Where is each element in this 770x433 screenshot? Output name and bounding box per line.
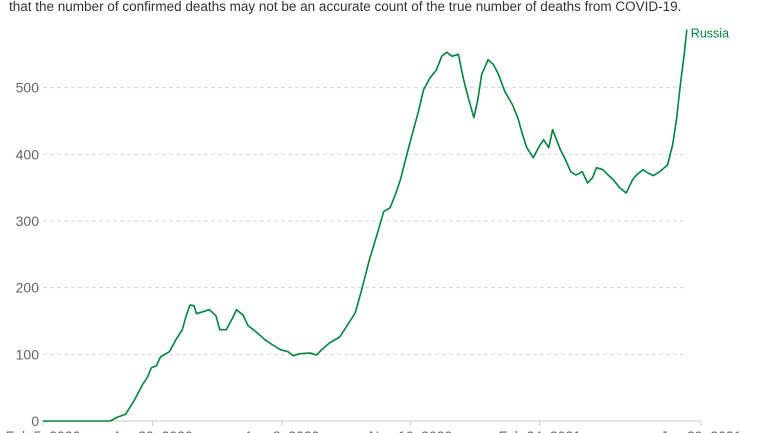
x-tick-label: Feb 5, 2020 [6,428,81,433]
x-tick-label: Jun 29, 2021 [661,428,742,433]
x-tick-label: Aug 8, 2020 [244,428,320,433]
x-axis: Feb 5, 2020 Apr 30, 2020 Aug 8, 2020 Nov 16… [6,420,742,433]
y-axis: 0 100 200 300 400 500 [16,80,40,429]
chart-note: that the number of confirmed deaths may … [9,0,682,14]
grid-lines [43,87,687,355]
x-tick-label: Feb 24, 2021 [498,428,581,433]
y-tick-label: 500 [16,80,40,96]
series-label: Russia [691,27,729,41]
series: Russia [43,27,729,422]
y-tick-label: 300 [16,213,40,229]
y-tick-label: 200 [16,280,40,296]
x-tick-label: Nov 16, 2020 [369,428,452,433]
y-tick-label: 400 [16,146,40,162]
y-tick-label: 0 [31,413,39,429]
x-tick-label: Apr 30, 2020 [113,428,193,433]
series-line-russia [43,29,688,422]
y-tick-label: 100 [16,346,40,362]
